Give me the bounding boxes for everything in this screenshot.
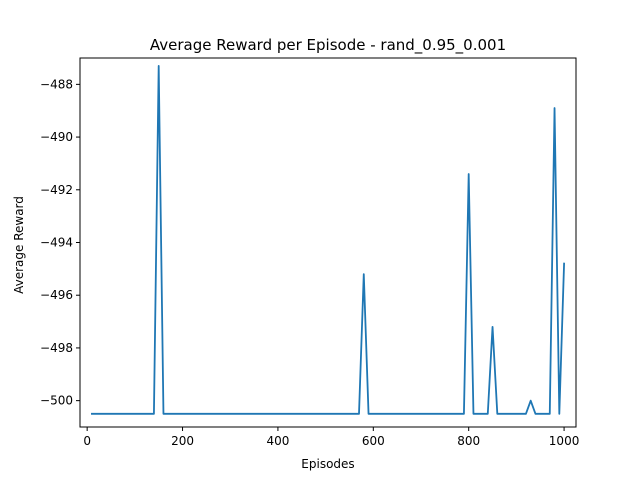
y-tick-label: −488 (40, 77, 73, 91)
x-tick-label: 400 (266, 434, 289, 448)
y-tick-label: −496 (40, 288, 73, 302)
y-axis-label: Average Reward (12, 196, 26, 294)
x-tick-label: 600 (362, 434, 385, 448)
x-tick-label: 800 (457, 434, 480, 448)
series-line-0 (91, 65, 566, 415)
y-tick-label: −490 (40, 130, 73, 144)
plot-area: 0 200 400 600 800 1000 −500 −498 −496 −494 −492 −49… (40, 57, 580, 448)
x-tick-label: 0 (83, 434, 91, 448)
y-tick-label: −492 (40, 183, 73, 197)
y-tick-label: −494 (40, 236, 73, 250)
y-tick-label: −500 (40, 394, 73, 408)
x-tick-label: 200 (171, 434, 194, 448)
x-tick-label: 1000 (549, 434, 580, 448)
x-axis-label: Episodes (301, 457, 354, 471)
chart-title: Average Reward per Episode - rand_0.95_0… (150, 36, 506, 55)
y-tick-label: −498 (40, 341, 73, 355)
